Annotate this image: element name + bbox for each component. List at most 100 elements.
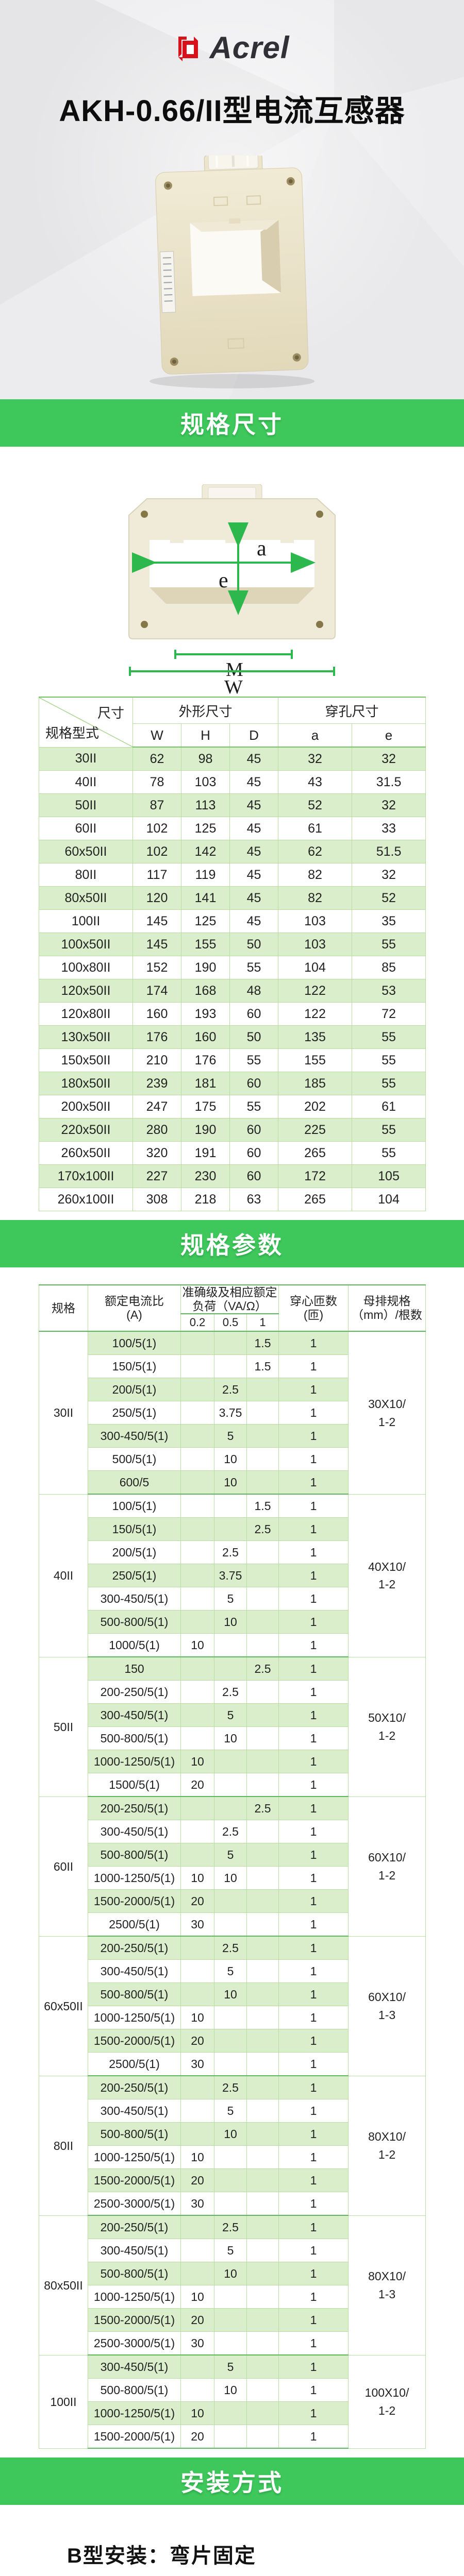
table-cell: 500-800/5(1) <box>88 2122 181 2146</box>
table-cell: 1 <box>278 1656 349 1681</box>
table-cell: 100II <box>39 909 133 933</box>
table-cell <box>246 1843 279 1867</box>
table-row: 500-800/5(1) 5 1 <box>39 1843 426 1867</box>
table-cell: 220x50II <box>39 1118 133 1142</box>
table-cell <box>214 1494 247 1518</box>
table-cell: 20 <box>180 2308 214 2332</box>
table-cell <box>246 1447 279 1471</box>
table-row: 200/5(1) 2.5 1 <box>39 1540 426 1565</box>
table-cell <box>214 2425 247 2449</box>
brand-name: Acrel <box>209 30 290 65</box>
table-cell: 2500-3000/5(1) <box>88 2331 181 2356</box>
table-cell: 1000-1250/5(1) <box>88 2006 181 2030</box>
table-cell <box>246 2401 279 2426</box>
table-cell: 1500-2000/5(1) <box>88 2029 181 2053</box>
table-cell: 500-800/5(1) <box>88 1610 181 1634</box>
table-cell: 43 <box>278 770 353 794</box>
table-row: 100x80II 152 190 55 104 85 <box>39 956 426 979</box>
table-cell: 3.75 <box>214 1564 247 1588</box>
table-cell <box>246 1773 279 1798</box>
table-cell: 61 <box>352 1095 426 1118</box>
table-cell: 60II <box>39 817 133 840</box>
table-cell: 200-250/5(1) <box>88 2075 181 2100</box>
table-cell: 10 <box>214 2262 247 2286</box>
table-cell: 30 <box>180 1912 214 1937</box>
table-cell: 45 <box>229 793 279 817</box>
table-cell <box>246 1610 279 1634</box>
table-row: 80II 117 119 45 82 32 <box>39 863 426 887</box>
table-cell <box>214 2331 247 2356</box>
table-cell: 55 <box>352 1072 426 1095</box>
table-cell: 32 <box>352 747 426 771</box>
table-cell: 1 <box>278 2378 349 2402</box>
table-cell: 265 <box>278 1188 353 1211</box>
table-cell <box>180 1796 214 1821</box>
table-cell: 1 <box>278 2215 349 2240</box>
table-cell <box>246 1703 279 1727</box>
table-cell <box>246 2215 279 2240</box>
table-cell: 1500/5(1) <box>88 1773 181 1798</box>
table-cell: 300-450/5(1) <box>88 1820 181 1844</box>
table-row: 1000-1250/5(1) 10 1 <box>39 2401 426 2426</box>
table-cell: 1 <box>278 1401 349 1425</box>
table-cell: 1500-2000/5(1) <box>88 2425 181 2449</box>
table-row: 60II 102 125 45 61 33 <box>39 817 426 840</box>
table-cell: 200-250/5(1) <box>88 1680 181 1704</box>
table-row: 30II 62 98 45 32 32 <box>39 747 426 771</box>
table-cell: 52 <box>352 886 426 910</box>
table-cell: 190 <box>181 1118 230 1142</box>
table-cell <box>246 1820 279 1844</box>
table-cell: 87 <box>132 793 181 817</box>
table-row: 220x50II 280 190 60 225 55 <box>39 1118 426 1142</box>
table-cell <box>180 1610 214 1634</box>
table-cell: 1 <box>278 2285 349 2309</box>
table-cell: 45 <box>229 817 279 840</box>
table-cell: 1 <box>278 1331 349 1355</box>
table-cell: 1 <box>278 2006 349 2030</box>
table-cell: 265 <box>278 1141 353 1165</box>
table-row: 130x50II 176 160 50 135 55 <box>39 1025 426 1049</box>
table-cell: 152 <box>132 956 181 979</box>
table-cell: 5 <box>214 1587 247 1611</box>
table-cell <box>180 2239 214 2263</box>
table-cell: 230 <box>181 1164 230 1188</box>
table-cell: 180x50II <box>39 1072 133 1095</box>
table-cell: 119 <box>181 863 230 887</box>
table-cell: 10 <box>214 1447 247 1471</box>
table-cell <box>246 2168 279 2193</box>
table-cell: 125 <box>181 909 230 933</box>
table-cell <box>214 1656 247 1681</box>
table-cell: 1 <box>278 2052 349 2077</box>
table-row: 80x50II 200-250/5(1) 2.5 1 80X10/1-3 <box>39 2215 426 2355</box>
table-cell: 2.5 <box>214 1936 247 1960</box>
table-cell <box>180 2215 214 2240</box>
table-row: 100II 300-450/5(1) 5 1 100X10/1-2 <box>39 2354 426 2449</box>
table-cell <box>246 1470 279 1495</box>
table-cell: 1 <box>278 1424 349 1448</box>
table-cell: 300-450/5(1) <box>88 1424 181 1448</box>
table-cell: 60 <box>229 1118 279 1142</box>
busbar-cell: 60X10/1-2 <box>348 1796 426 1937</box>
table-cell: 20 <box>180 1889 214 1913</box>
table-cell <box>180 1470 214 1495</box>
table-cell: 103 <box>278 933 353 956</box>
table-cell: 141 <box>181 886 230 910</box>
table-cell: 308 <box>132 1188 181 1211</box>
table-cell: 200x50II <box>39 1095 133 1118</box>
table-cell: 51.5 <box>352 840 426 863</box>
label-w: W <box>224 676 243 697</box>
table-cell: 72 <box>352 1002 426 1026</box>
table-cell <box>246 2192 279 2216</box>
table-cell: 125 <box>181 817 230 840</box>
table-cell: 104 <box>352 1188 426 1211</box>
header-busbar: 母排规格 （mm）/根数 <box>348 1284 426 1332</box>
table-cell: 1 <box>278 2239 349 2263</box>
table-row: 500-800/5(1) 10 1 <box>39 2378 426 2402</box>
table-row: 500/5(1) 10 1 <box>39 1447 426 1471</box>
table-cell <box>180 1494 214 1518</box>
table-cell: 1 <box>278 1820 349 1844</box>
table-row: 500-800/5(1) 10 1 <box>39 1726 426 1751</box>
header-spec: 规格 <box>39 1284 88 1332</box>
label-e: e <box>219 569 228 592</box>
table-row: 60x50II 200-250/5(1) 2.5 1 60X10/1-3 <box>39 1936 426 2076</box>
